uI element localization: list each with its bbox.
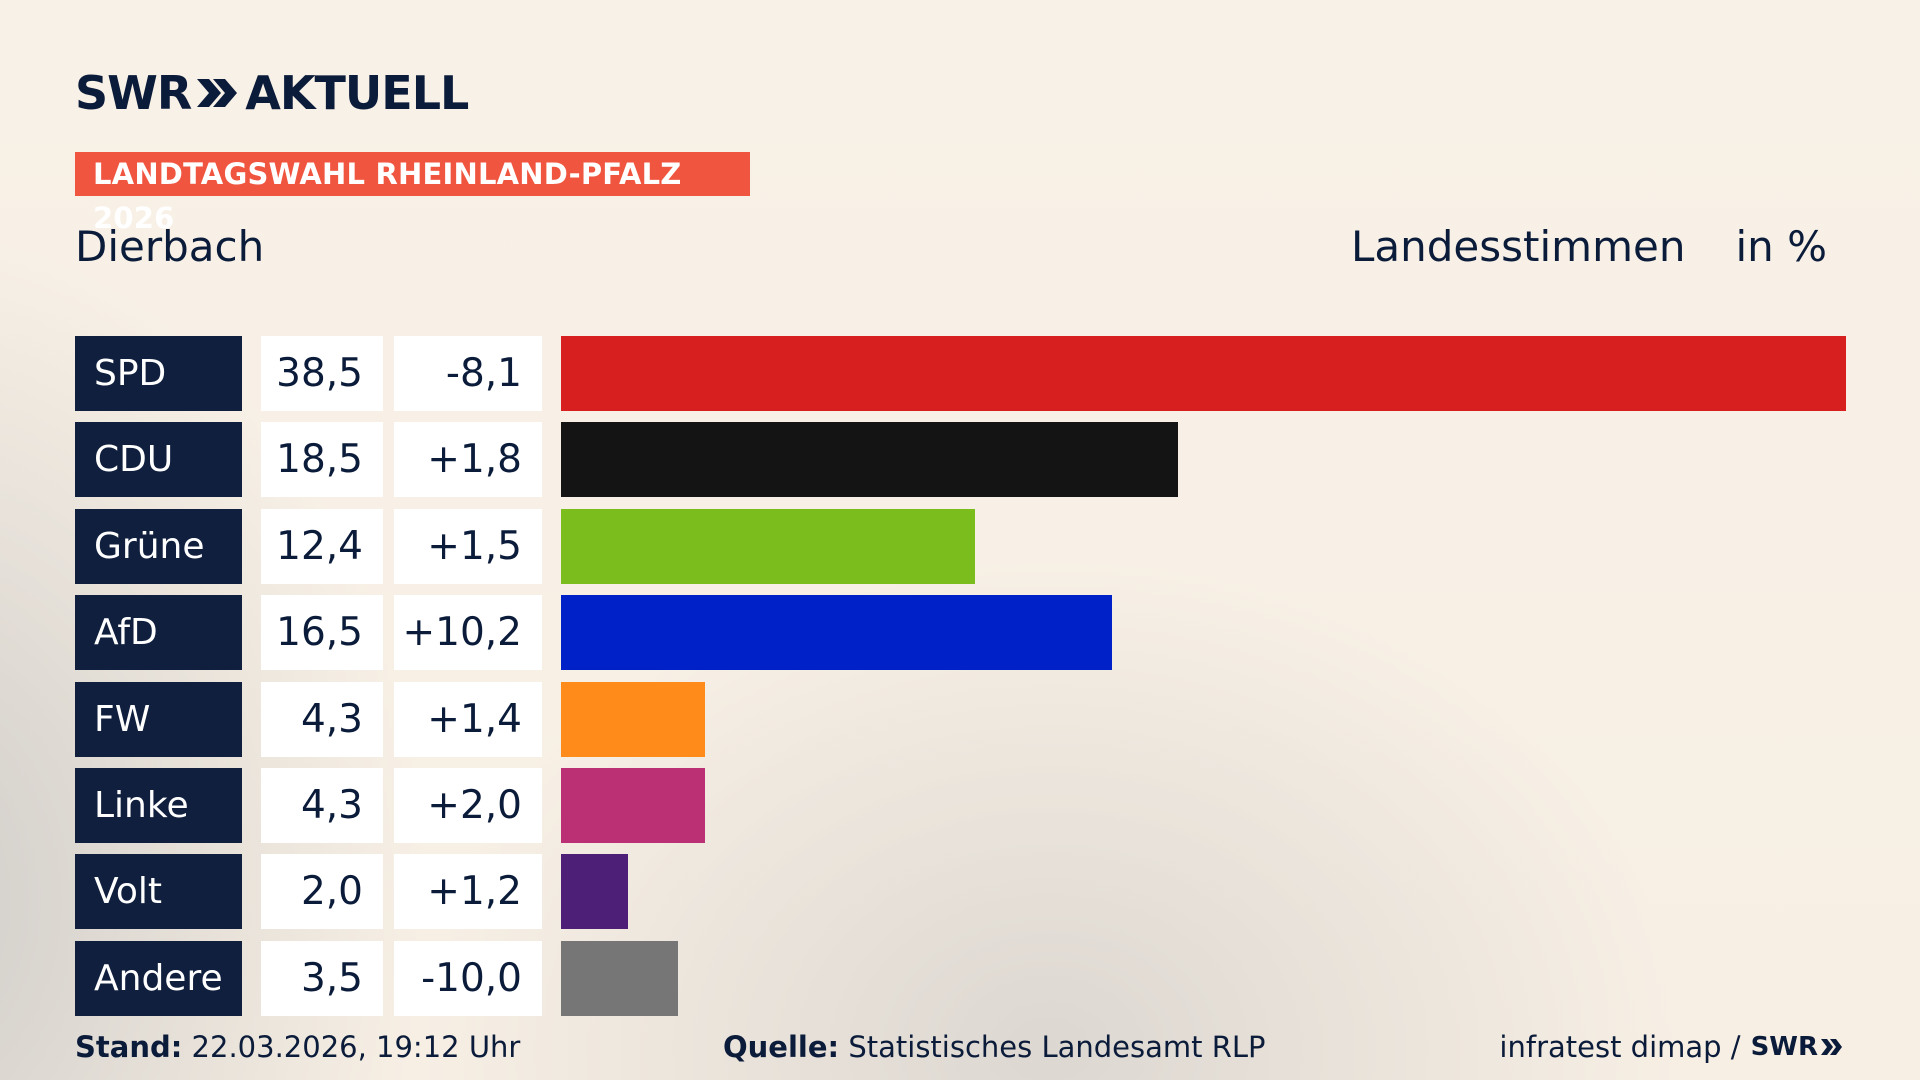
diff-label: -8,1 bbox=[394, 336, 542, 411]
quelle-label: Quelle: bbox=[723, 1030, 840, 1064]
party-label: CDU bbox=[75, 422, 242, 498]
unit-label: in % bbox=[1735, 222, 1827, 271]
party-label: AfD bbox=[75, 595, 242, 671]
value-label: 4,3 bbox=[261, 681, 383, 757]
bar bbox=[561, 422, 1179, 498]
value-label: 4,3 bbox=[261, 768, 383, 843]
chart-subhead: Landesstimmen in % bbox=[1351, 222, 1827, 271]
diff-label: +1,4 bbox=[394, 681, 542, 757]
quelle-value: Statistisches Landesamt RLP bbox=[848, 1030, 1266, 1064]
bar bbox=[561, 681, 705, 757]
vote-type-label: Landesstimmen bbox=[1351, 222, 1686, 271]
value-label: 3,5 bbox=[261, 940, 383, 1016]
place-title: Dierbach bbox=[75, 222, 265, 271]
diff-label: -10,0 bbox=[394, 940, 542, 1016]
bar bbox=[561, 768, 705, 843]
swr-small-logo: SWR bbox=[1751, 1032, 1844, 1062]
logo-swr-text: SWR bbox=[75, 66, 192, 120]
diff-label: +1,5 bbox=[394, 508, 542, 584]
bar bbox=[561, 508, 975, 584]
footer-quelle: Quelle: Statistisches Landesamt RLP bbox=[723, 1030, 1266, 1064]
small-double-chevron-icon bbox=[1821, 1039, 1842, 1055]
double-chevron-icon bbox=[197, 79, 238, 107]
party-label: Grüne bbox=[75, 508, 242, 584]
stand-label: Stand: bbox=[75, 1030, 183, 1064]
stand-value: 22.03.2026, 19:12 Uhr bbox=[191, 1030, 521, 1064]
party-label: Andere bbox=[75, 940, 242, 1016]
bar bbox=[561, 336, 1846, 411]
election-banner: LANDTAGSWAHL RHEINLAND-PFALZ 2026 bbox=[75, 152, 750, 235]
party-label: Linke bbox=[75, 768, 242, 843]
value-label: 2,0 bbox=[261, 854, 383, 930]
diff-label: +1,2 bbox=[394, 854, 542, 930]
party-label: Volt bbox=[75, 854, 242, 930]
footer-credit: infratest dimap / SWR bbox=[1499, 1030, 1844, 1064]
bar bbox=[561, 940, 678, 1016]
value-label: 16,5 bbox=[261, 595, 383, 671]
party-label: SPD bbox=[75, 336, 242, 411]
swr-aktuell-logo: SWR AKTUELL bbox=[75, 66, 469, 120]
diff-label: +10,2 bbox=[394, 595, 542, 671]
bar bbox=[561, 854, 628, 930]
value-label: 12,4 bbox=[261, 508, 383, 584]
swr-small-logo-text: SWR bbox=[1750, 1032, 1818, 1062]
credit-text: infratest dimap / bbox=[1499, 1030, 1741, 1064]
diff-label: +1,8 bbox=[394, 422, 542, 498]
diff-label: +2,0 bbox=[394, 768, 542, 843]
value-label: 18,5 bbox=[261, 422, 383, 498]
logo-aktuell-text: AKTUELL bbox=[245, 66, 469, 120]
party-label: FW bbox=[75, 681, 242, 757]
footer-stand: Stand: 22.03.2026, 19:12 Uhr bbox=[75, 1030, 520, 1064]
bar bbox=[561, 595, 1112, 671]
value-label: 38,5 bbox=[261, 336, 383, 411]
